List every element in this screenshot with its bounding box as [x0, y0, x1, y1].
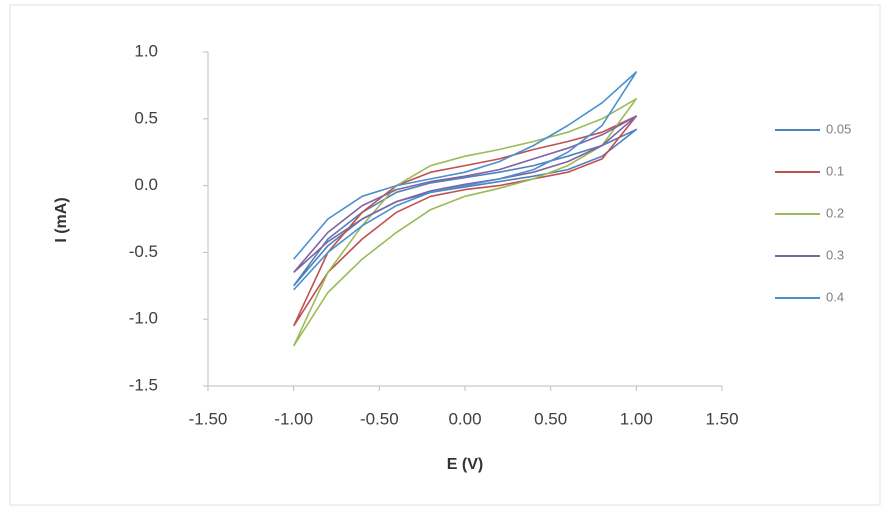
legend-label: 0.3	[826, 247, 844, 262]
series-line	[293, 71, 638, 291]
legend-label: 0.05	[826, 121, 851, 136]
series-line	[293, 115, 638, 273]
x-tick-label: 1.50	[705, 409, 738, 428]
x-tick-label: 1.00	[620, 409, 653, 428]
x-tick-label: 0.50	[534, 409, 567, 428]
legend-label: 0.1	[826, 163, 844, 178]
series-line	[292, 98, 638, 347]
legend-label: 0.4	[826, 289, 844, 304]
x-axis-title: E (V)	[447, 456, 483, 473]
y-tick-label: -1.5	[129, 375, 158, 394]
chart-border	[9, 4, 881, 506]
x-tick-label: -1.50	[189, 409, 228, 428]
x-tick-label: -1.00	[274, 409, 313, 428]
x-tick-label: 0.00	[448, 409, 481, 428]
series-line	[292, 115, 638, 327]
y-axis-title: I (mA)	[53, 197, 70, 242]
y-tick-label: 0.5	[134, 108, 158, 127]
legend-label: 0.2	[826, 205, 844, 220]
y-tick-label: -0.5	[129, 242, 158, 261]
x-tick-label: -0.50	[360, 409, 399, 428]
y-tick-label: 1.0	[134, 41, 158, 60]
y-tick-label: 0.0	[134, 175, 158, 194]
y-tick-label: -1.0	[129, 309, 158, 328]
